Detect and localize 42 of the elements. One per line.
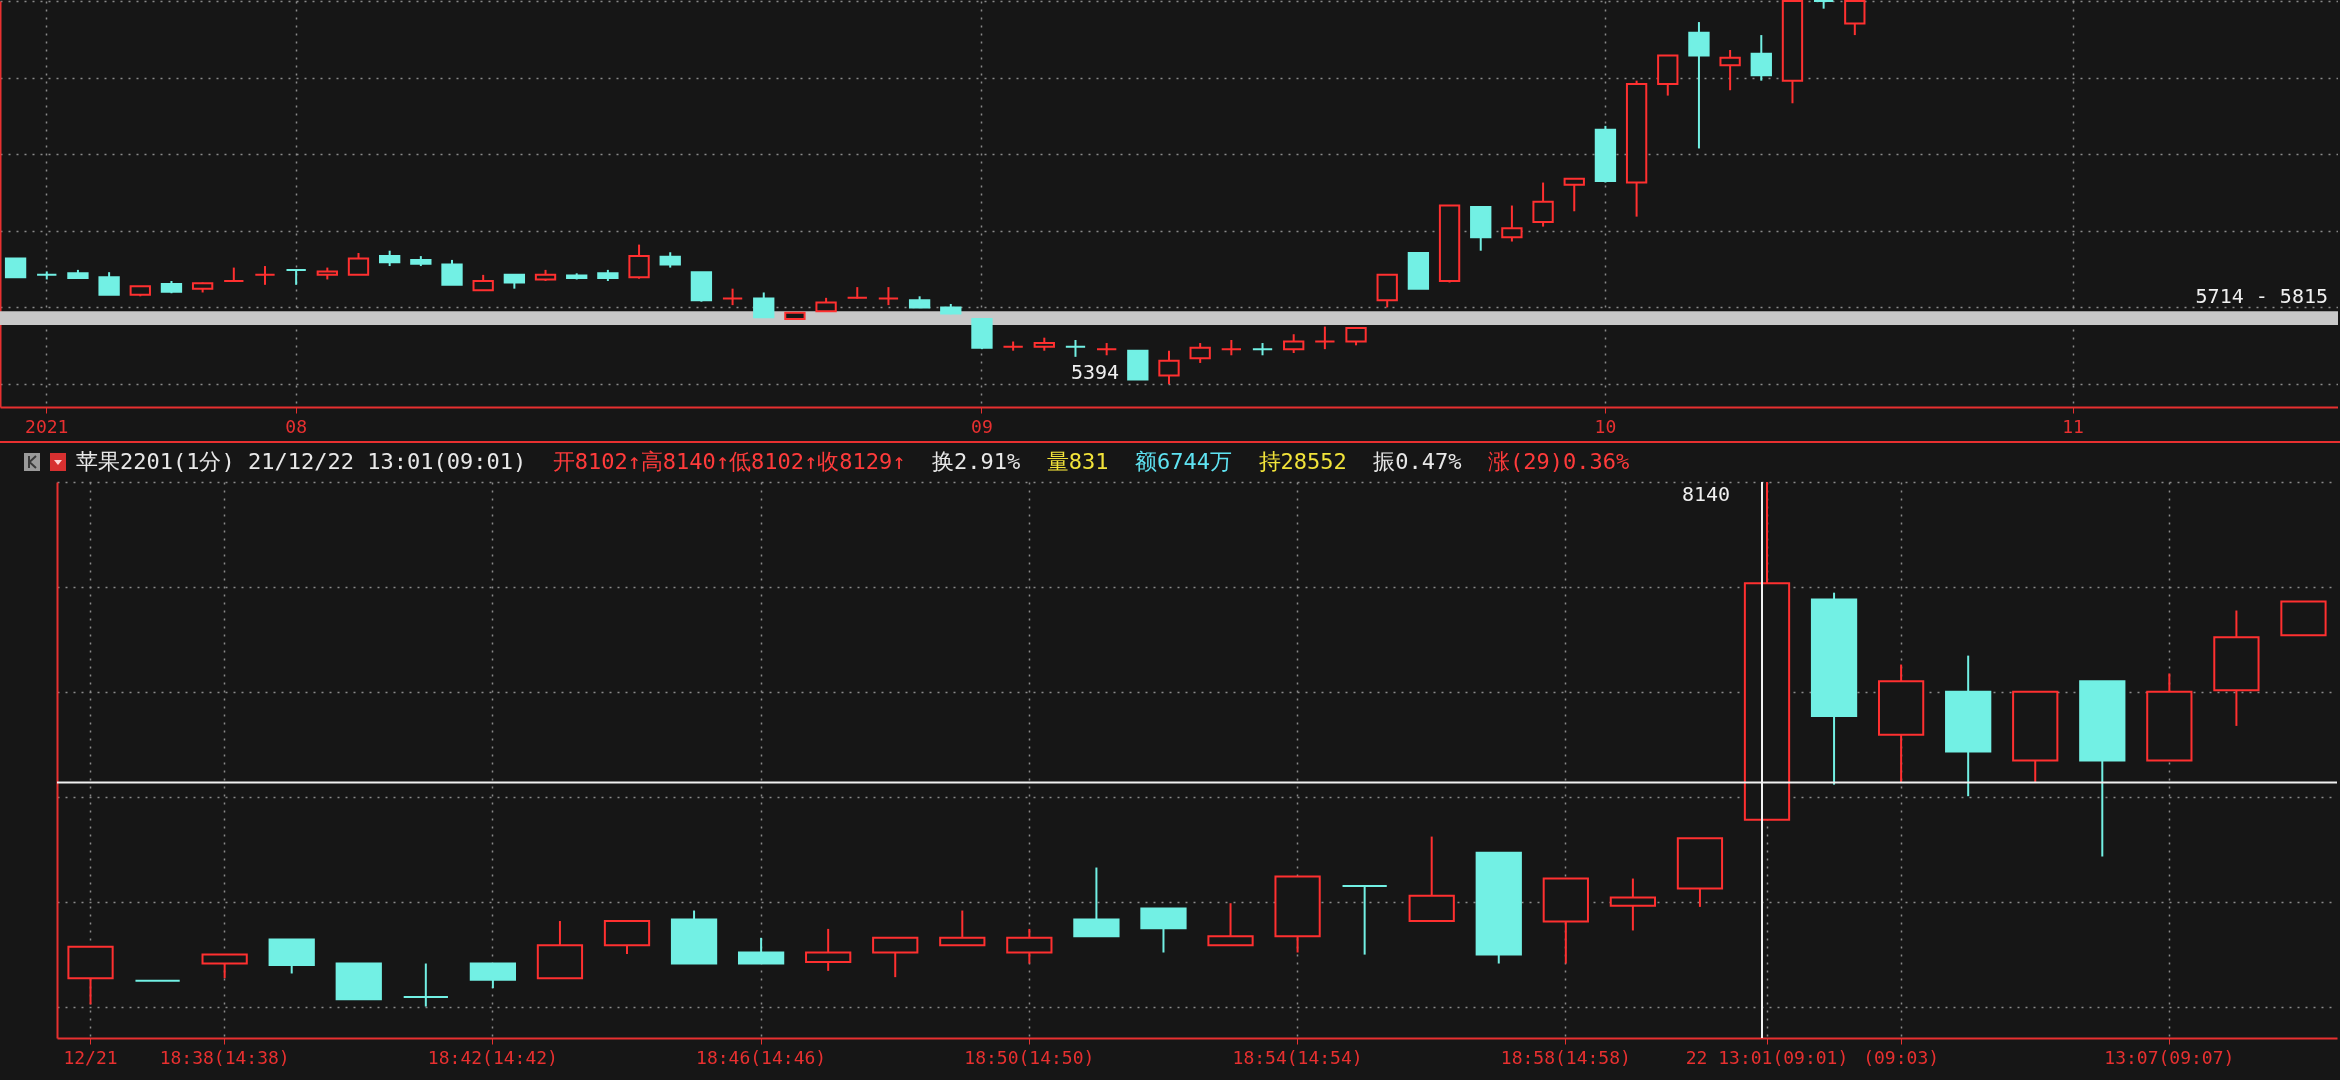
candlestick: [4, 257, 27, 279]
candlestick: [98, 271, 120, 296]
x-tick-label: 18:54(14:54): [1232, 1046, 1363, 1068]
candlestick: [1314, 325, 1336, 351]
candlestick: [877, 286, 900, 307]
band-label: 5714 - 5815: [2195, 284, 2328, 309]
x-tick-label: 08: [285, 415, 307, 437]
candlestick: [1341, 884, 1388, 956]
candlestick: [1532, 181, 1554, 228]
candlestick: [753, 291, 775, 319]
x-tick-label: (09:03): [1863, 1046, 1940, 1068]
x-tick-label: 18:50(14:50): [964, 1046, 1095, 1068]
candlestick: [1158, 349, 1180, 386]
x-tick-label: 09: [971, 415, 993, 437]
candlestick: [1283, 333, 1305, 354]
candlestick: [1563, 177, 1585, 213]
x-tick-label: 18:58(14:58): [1500, 1046, 1631, 1068]
x-tick-label: 18:38(14:38): [159, 1046, 290, 1068]
candlestick: [1189, 342, 1211, 364]
x-tick-label: 10: [1594, 415, 1617, 437]
x-tick-label: 12/21: [63, 1046, 118, 1068]
x-tick-label: 13:07(09:07): [2104, 1046, 2235, 1068]
candlestick: [347, 252, 370, 276]
chart-title: 苹果2201(1分) 21/12/22 13:01(09:01) 开8102↑高8140↑低8102↑收8129↑ 换2.91% 量831 额6744万 持28552 振0.47% 涨(29)0.36%: [76, 449, 1630, 474]
x-tick-label: 11: [2062, 415, 2084, 437]
annotation: 5394: [1070, 360, 1120, 385]
candlestick: [402, 962, 449, 1008]
candlestick: [1750, 34, 1772, 82]
x-tick-label: 2021: [25, 415, 69, 437]
candlestick: [1688, 21, 1710, 150]
x-tick-label: 18:46(14:46): [696, 1046, 827, 1068]
candlestick: [254, 265, 276, 286]
candlestick: [1812, 0, 1835, 10]
x-tick-label: 22 13:01(09:01): [1685, 1046, 1849, 1068]
candlestick: [628, 243, 650, 280]
x-tick-label: 18:42(14:42): [427, 1046, 558, 1068]
candlestick: [285, 268, 307, 286]
annotation: 8140: [1681, 482, 1731, 506]
candlestick: [1719, 49, 1741, 92]
candlestick: [1501, 204, 1523, 243]
candlestick: [441, 258, 463, 286]
candlestick: [1609, 877, 1657, 932]
